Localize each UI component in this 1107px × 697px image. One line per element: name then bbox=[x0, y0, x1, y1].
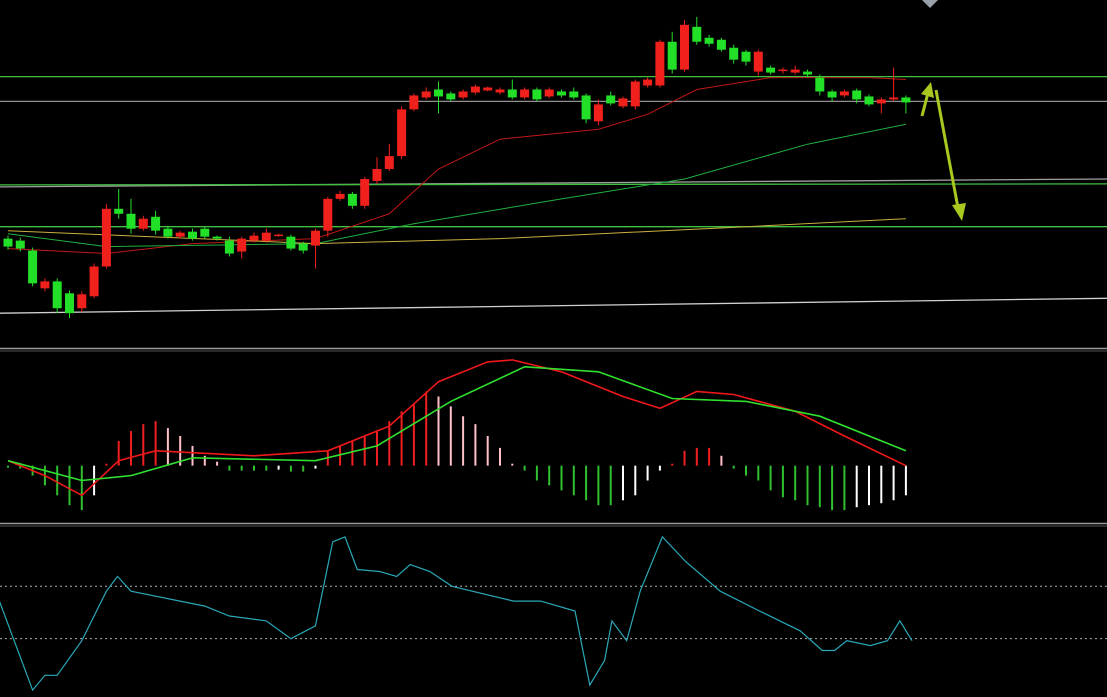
candle-body bbox=[680, 24, 689, 70]
candle-body bbox=[766, 67, 776, 73]
candle-body bbox=[224, 240, 234, 254]
marker bbox=[922, 0, 938, 8]
candle-body bbox=[827, 91, 837, 98]
annotations bbox=[920, 0, 966, 221]
candle-body bbox=[852, 90, 862, 100]
candle-body bbox=[569, 91, 579, 98]
candle-body bbox=[249, 235, 259, 241]
candle-body bbox=[138, 218, 148, 229]
candle-body bbox=[803, 71, 812, 75]
candle-body bbox=[618, 98, 628, 107]
candle-body bbox=[655, 41, 665, 86]
candle-body bbox=[729, 47, 739, 60]
moving-average bbox=[7, 123, 906, 248]
candle-body bbox=[409, 95, 419, 110]
candle-body bbox=[397, 109, 407, 157]
candle-body bbox=[421, 91, 431, 98]
moving-average bbox=[7, 77, 906, 255]
candle-body bbox=[323, 198, 333, 231]
candle-body bbox=[151, 216, 161, 231]
candle-body bbox=[606, 95, 616, 104]
candle-body bbox=[630, 81, 640, 107]
arrow-down-head bbox=[952, 203, 966, 221]
candle-body bbox=[876, 99, 886, 104]
candle-body bbox=[667, 41, 677, 70]
candle-body bbox=[347, 193, 357, 206]
candle-body bbox=[544, 89, 554, 97]
candle-body bbox=[532, 89, 542, 100]
candle-body bbox=[101, 208, 111, 267]
candle-body bbox=[483, 87, 493, 91]
candle-body bbox=[286, 236, 296, 249]
arrow-up-head bbox=[921, 82, 934, 98]
candle-body bbox=[753, 51, 763, 72]
candle-body bbox=[163, 228, 173, 237]
oscillator-line bbox=[0, 535, 913, 692]
candle-body bbox=[298, 243, 308, 251]
candle-body bbox=[311, 230, 320, 246]
candle-body bbox=[507, 89, 517, 98]
plot-layer bbox=[0, 16, 1107, 692]
candle-body bbox=[692, 26, 702, 42]
candle-body bbox=[274, 234, 284, 237]
candle-body bbox=[3, 238, 13, 247]
candle-body bbox=[237, 238, 247, 252]
candle-body bbox=[889, 97, 899, 100]
candle-body bbox=[175, 232, 185, 237]
candle-body bbox=[52, 281, 62, 309]
candle-body bbox=[643, 79, 653, 86]
macd-line bbox=[7, 365, 907, 482]
candle-body bbox=[384, 156, 394, 170]
trend-line bbox=[0, 297, 1107, 314]
trend-line bbox=[0, 183, 1107, 186]
candle-body bbox=[114, 208, 124, 214]
candle-body bbox=[716, 39, 726, 50]
candle-body bbox=[704, 37, 714, 44]
candle-body bbox=[581, 95, 591, 120]
candle-body bbox=[372, 169, 382, 181]
candle-body bbox=[15, 240, 25, 249]
candle-body bbox=[28, 250, 38, 284]
candle-body bbox=[557, 91, 566, 96]
candle-body bbox=[495, 89, 505, 93]
candle-body bbox=[864, 96, 874, 105]
candle-body bbox=[77, 294, 87, 309]
candle-body bbox=[89, 266, 99, 297]
candle-body bbox=[335, 193, 345, 199]
candle-body bbox=[470, 86, 480, 93]
candle-body bbox=[815, 77, 825, 92]
candle-body bbox=[778, 69, 788, 72]
arrow-down bbox=[934, 89, 960, 209]
candle-body bbox=[520, 89, 530, 98]
arrow-up bbox=[920, 92, 930, 117]
candle-body bbox=[65, 293, 74, 314]
candle-body bbox=[188, 231, 197, 239]
macd-line bbox=[7, 359, 907, 497]
candle-body bbox=[261, 232, 271, 241]
candle-body bbox=[458, 91, 468, 98]
candle-body bbox=[901, 97, 911, 103]
candle-body bbox=[200, 228, 210, 237]
trend-line bbox=[0, 178, 1107, 188]
candle-body bbox=[839, 91, 849, 96]
candle-body bbox=[126, 213, 136, 229]
candle-body bbox=[790, 69, 800, 73]
candle-body bbox=[446, 93, 456, 100]
candle-body bbox=[593, 104, 603, 122]
candle-body bbox=[360, 178, 370, 206]
candle-body bbox=[40, 281, 50, 289]
candle-body bbox=[741, 51, 751, 62]
moving-average bbox=[7, 218, 906, 245]
candle-body bbox=[434, 89, 443, 97]
candle-body bbox=[212, 236, 222, 239]
